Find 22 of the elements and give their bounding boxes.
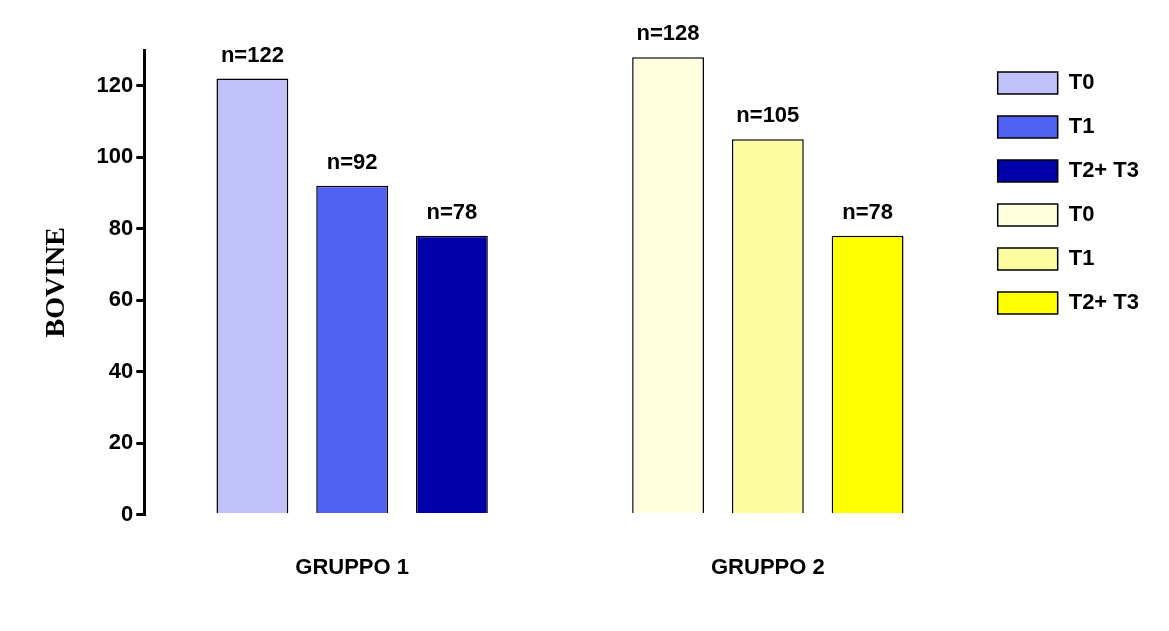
x-tick-label: GRUPPO 2 — [710, 553, 825, 579]
legend-label: T0 — [1068, 69, 1095, 95]
data-label: n=122 — [220, 41, 284, 67]
y-axis-title: BOVINE — [39, 227, 71, 338]
legend-label: T2+ T3 — [1068, 289, 1139, 315]
y-tick-label: 60 — [108, 286, 134, 312]
data-label: n=78 — [426, 198, 478, 224]
legend-label: T2+ T3 — [1068, 157, 1139, 183]
y-tick-label: 0 — [121, 500, 134, 526]
y-tick-label: 100 — [96, 143, 134, 169]
y-tick-label: 20 — [108, 429, 134, 455]
data-label: n=78 — [842, 198, 893, 224]
data-label: n=92 — [326, 148, 378, 174]
data-label: n=128 — [636, 20, 700, 46]
y-tick-label: 120 — [96, 71, 134, 97]
x-tick-label: GRUPPO 1 — [295, 553, 409, 579]
data-label: n=105 — [736, 102, 800, 128]
y-tick-label: 80 — [108, 214, 134, 240]
legend-label: T1 — [1068, 113, 1095, 139]
legend-label: T1 — [1068, 245, 1095, 271]
legend-label: T0 — [1068, 201, 1095, 227]
y-tick-label: 40 — [108, 357, 134, 383]
